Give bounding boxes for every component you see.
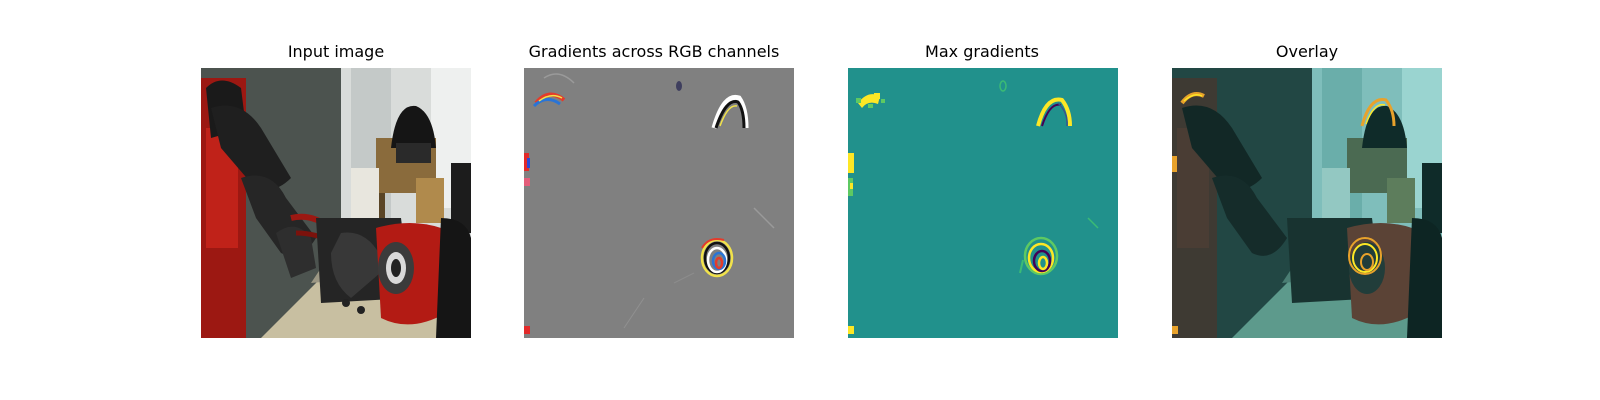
panel-title-overlay: Overlay [1275,42,1339,61]
gradient-overlay-on-photo [1172,68,1442,338]
rgb-gradient-map [524,68,794,338]
panel-title-max-gradients: Max gradients [925,42,1039,61]
max-gradient-image [848,68,1118,338]
input-image [201,68,471,338]
panel-title-rgb-gradients: Gradients across RGB channels [528,42,780,61]
robot-arm-photo [201,68,471,338]
max-gradient-heatmap [848,68,1118,338]
overlay-image [1172,68,1442,338]
panel-title-input-image: Input image [287,42,385,61]
rgb-gradient-image [524,68,794,338]
